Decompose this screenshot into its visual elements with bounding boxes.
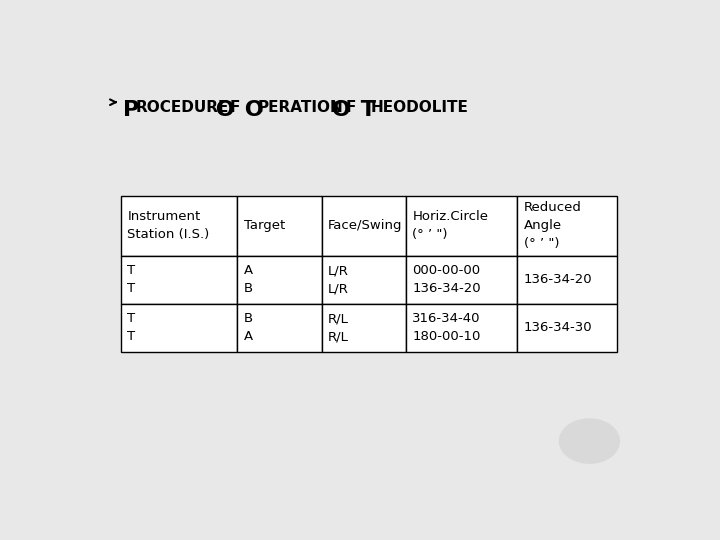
Text: T
T: T T (127, 265, 135, 295)
FancyBboxPatch shape (121, 304, 238, 352)
FancyBboxPatch shape (517, 304, 617, 352)
FancyBboxPatch shape (238, 256, 322, 304)
Text: ROCEDURE: ROCEDURE (136, 100, 230, 115)
FancyBboxPatch shape (322, 256, 405, 304)
Text: Face/Swing: Face/Swing (328, 219, 402, 232)
Text: Horiz.Circle
(° ’ "): Horiz.Circle (° ’ ") (413, 211, 488, 241)
FancyBboxPatch shape (121, 256, 238, 304)
Text: Instrument
Station (I.S.): Instrument Station (I.S.) (127, 211, 210, 241)
FancyBboxPatch shape (405, 256, 517, 304)
Text: R/L
R/L: R/L R/L (328, 312, 349, 343)
FancyBboxPatch shape (322, 196, 405, 256)
FancyBboxPatch shape (405, 304, 517, 352)
Text: T: T (354, 100, 376, 120)
Text: 316-34-40
180-00-10: 316-34-40 180-00-10 (413, 312, 481, 343)
Text: HEODOLITE: HEODOLITE (371, 100, 469, 115)
FancyBboxPatch shape (517, 256, 617, 304)
Text: O: O (208, 100, 235, 120)
Text: PERATION: PERATION (258, 100, 343, 115)
FancyBboxPatch shape (322, 304, 405, 352)
Text: 136-34-30: 136-34-30 (523, 321, 593, 334)
Text: T
T: T T (127, 312, 135, 343)
FancyBboxPatch shape (238, 196, 322, 256)
Text: Target: Target (244, 219, 285, 232)
FancyBboxPatch shape (405, 196, 517, 256)
Text: B
A: B A (244, 312, 253, 343)
Text: F: F (229, 100, 240, 115)
Circle shape (559, 418, 620, 464)
Text: O: O (237, 100, 264, 120)
Text: 136-34-20: 136-34-20 (523, 273, 593, 287)
Text: L/R
L/R: L/R L/R (328, 265, 349, 295)
Text: F: F (345, 100, 356, 115)
Text: 000-00-00
136-34-20: 000-00-00 136-34-20 (413, 265, 481, 295)
FancyBboxPatch shape (238, 304, 322, 352)
FancyBboxPatch shape (517, 196, 617, 256)
Text: Reduced
Angle
(° ’ "): Reduced Angle (° ’ ") (523, 201, 582, 251)
Text: A
B: A B (244, 265, 253, 295)
Text: O: O (325, 100, 351, 120)
FancyBboxPatch shape (121, 196, 238, 256)
Text: P: P (124, 100, 140, 120)
